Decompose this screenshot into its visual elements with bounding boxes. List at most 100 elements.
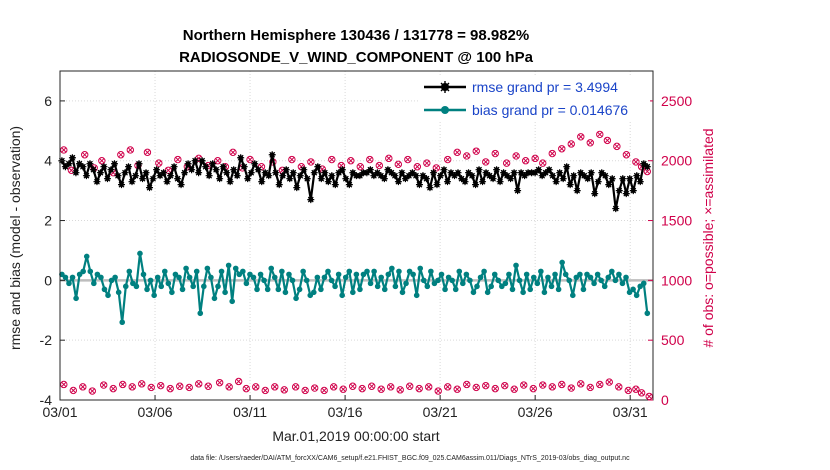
obs-count-marker bbox=[444, 383, 452, 391]
obs-possible-circle bbox=[377, 385, 385, 393]
obs-count-marker bbox=[453, 385, 461, 393]
bias-point bbox=[98, 274, 104, 281]
legend-rmse-marker bbox=[439, 81, 451, 93]
obs-count-marker bbox=[214, 157, 222, 165]
obs-count-marker bbox=[119, 380, 127, 389]
obs-count-marker bbox=[596, 380, 604, 389]
rmse-point-star bbox=[608, 175, 616, 183]
y-tick-label: 6 bbox=[44, 93, 52, 109]
rmse-point-star bbox=[216, 175, 224, 183]
rmse-point-star bbox=[429, 169, 437, 177]
obs-assimilated-cross bbox=[511, 386, 517, 392]
obs-possible-circle bbox=[472, 383, 480, 392]
obs-possible-circle bbox=[463, 152, 471, 160]
rmse-point bbox=[96, 169, 104, 177]
x-tick-label: 03/11 bbox=[233, 404, 267, 420]
bias-point bbox=[282, 289, 289, 296]
y-axis-label: rmse and bias (model - observation) bbox=[7, 126, 23, 350]
obs-possible-circle bbox=[261, 386, 269, 395]
obs-count-marker bbox=[280, 386, 288, 394]
rmse-point-star bbox=[254, 166, 262, 174]
bias-point bbox=[580, 286, 587, 293]
obs-possible-circle bbox=[425, 383, 433, 391]
rmse-point-star bbox=[286, 175, 294, 183]
bias-point bbox=[215, 283, 221, 290]
bias-point bbox=[509, 286, 516, 293]
obs-count-marker bbox=[577, 133, 585, 141]
rmse-point bbox=[636, 178, 644, 186]
bias-point bbox=[456, 268, 463, 275]
obs-count-marker bbox=[387, 383, 395, 391]
rmse-point-star bbox=[212, 166, 220, 174]
obs-possible-circle bbox=[603, 136, 612, 145]
rmse-point-star bbox=[300, 166, 308, 174]
bias-point bbox=[577, 271, 583, 278]
bias-point bbox=[640, 280, 647, 287]
rmse-point-star bbox=[202, 163, 210, 171]
obs-assimilated-cross bbox=[587, 140, 593, 146]
obs-possible-circle bbox=[444, 155, 452, 164]
rmse-point-star bbox=[352, 172, 360, 180]
rmse-point bbox=[72, 169, 80, 177]
rmse-point-star bbox=[135, 160, 143, 168]
obs-count-marker bbox=[234, 377, 243, 386]
rmse-point-star bbox=[100, 163, 108, 171]
rmse-point bbox=[303, 175, 311, 183]
bias-point bbox=[410, 271, 416, 278]
obs-possible-circle bbox=[539, 381, 547, 389]
rmse-point-star bbox=[261, 169, 269, 177]
rmse-point bbox=[412, 172, 420, 180]
rmse-point bbox=[121, 169, 129, 177]
rmse-point-star bbox=[619, 175, 627, 183]
obs-assimilated-cross bbox=[549, 150, 555, 157]
rmse-point bbox=[268, 151, 276, 159]
obs-count-marker bbox=[246, 155, 254, 164]
obs-possible-circle bbox=[88, 387, 97, 395]
obs-count-marker bbox=[339, 385, 347, 393]
obs-assimilated-cross bbox=[378, 386, 384, 392]
rmse-point bbox=[212, 166, 220, 174]
obs-possible-circle bbox=[415, 384, 423, 393]
rmse-point-star bbox=[570, 172, 578, 180]
rmse-point bbox=[188, 166, 196, 174]
obs-assimilated-cross bbox=[196, 381, 202, 387]
obs-possible-circle bbox=[147, 383, 155, 392]
obs-assimilated-cross bbox=[483, 382, 489, 389]
bias-point bbox=[176, 274, 182, 281]
obs-count-marker bbox=[176, 382, 184, 390]
chart-subtitle: RADIOSONDE_V_WIND_COMPONENT @ 100 hPa bbox=[179, 49, 534, 66]
rmse-point-star bbox=[265, 172, 273, 180]
obs-possible-circle bbox=[81, 151, 89, 159]
obs-possible-circle bbox=[60, 380, 68, 389]
y-tick-label: 4 bbox=[44, 153, 52, 169]
obs-count-marker bbox=[229, 148, 237, 157]
bias-point bbox=[119, 319, 126, 326]
bias-point bbox=[601, 283, 608, 290]
bias-point bbox=[342, 274, 349, 281]
bias-point bbox=[428, 268, 434, 275]
rmse-point bbox=[125, 163, 133, 171]
bias-point bbox=[587, 274, 594, 281]
rmse-point bbox=[436, 172, 444, 180]
obs-possible-circle bbox=[491, 384, 499, 393]
rmse-point bbox=[475, 166, 483, 174]
bias-point bbox=[339, 292, 345, 299]
rmse-point bbox=[608, 175, 616, 183]
rmse-point bbox=[258, 178, 266, 186]
rmse-point-star bbox=[384, 166, 392, 174]
rmse-point-star bbox=[380, 175, 388, 183]
rmse-point-star bbox=[310, 169, 318, 177]
y2-tick-label: 1000 bbox=[661, 272, 692, 288]
obs-possible-circle bbox=[558, 380, 566, 389]
rmse-point bbox=[331, 181, 339, 189]
obs-possible-circle bbox=[510, 385, 518, 393]
obs-assimilated-cross bbox=[293, 384, 299, 390]
bias-point bbox=[154, 274, 161, 281]
bias-point bbox=[555, 286, 562, 293]
bias-point bbox=[594, 271, 601, 278]
obs-possible-circle bbox=[339, 385, 347, 393]
rmse-point bbox=[629, 187, 637, 195]
bias-point bbox=[435, 277, 441, 284]
rmse-point-star bbox=[153, 166, 161, 174]
rmse-point-star bbox=[275, 181, 283, 189]
